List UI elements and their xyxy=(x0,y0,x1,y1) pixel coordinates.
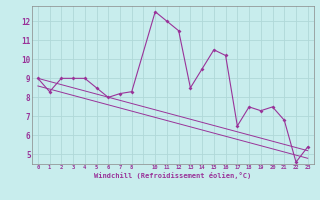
X-axis label: Windchill (Refroidissement éolien,°C): Windchill (Refroidissement éolien,°C) xyxy=(94,172,252,179)
